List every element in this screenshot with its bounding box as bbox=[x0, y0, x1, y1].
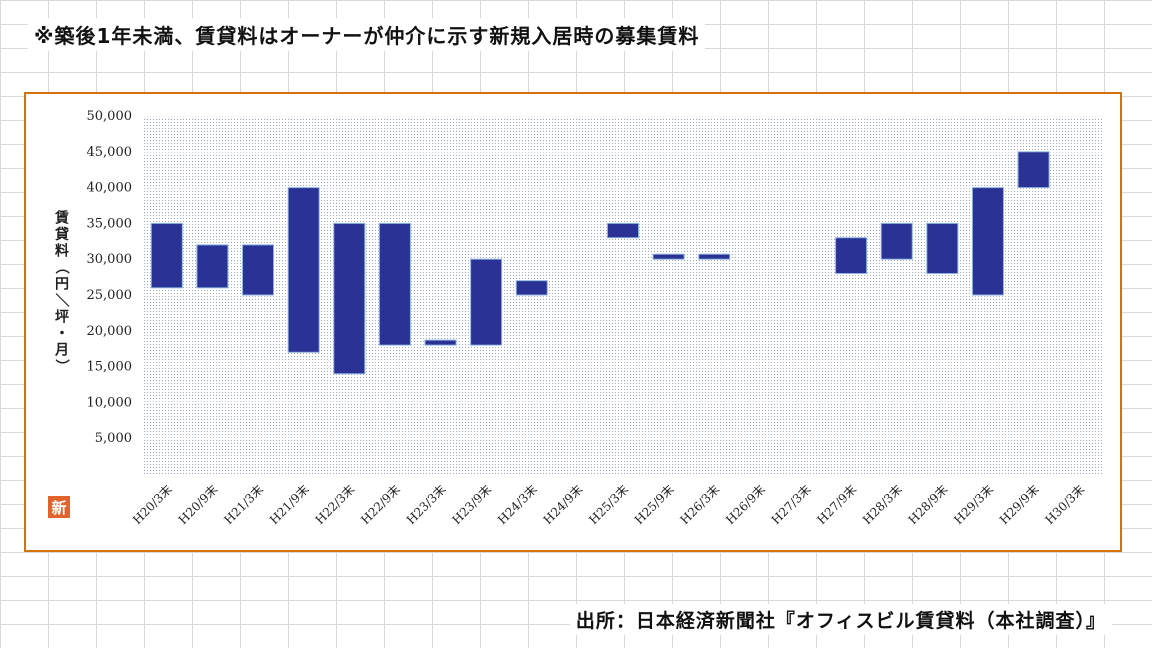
x-axis-ticks: H20/3末 H20/9末 H21/3末 H21/9末 H22/3末 H22/9末 H23/… bbox=[130, 482, 1087, 527]
y-axis-label-char: 料 bbox=[55, 243, 69, 260]
range-bar bbox=[424, 339, 457, 346]
chart-frame: 5,000 10,000 15,000 20,000 25,000 30,000 35,00… bbox=[24, 92, 1122, 552]
y-axis-label-char: ・ bbox=[55, 326, 69, 342]
y-tick-label: 45,000 bbox=[87, 145, 133, 160]
x-tick-label: H28/3末 bbox=[860, 482, 905, 527]
y-axis-ticks: 5,000 10,000 15,000 20,000 25,000 30,000 35,00… bbox=[87, 109, 133, 446]
x-tick-label: H26/9末 bbox=[723, 482, 768, 527]
x-tick-label: H26/3末 bbox=[678, 482, 723, 527]
range-bar bbox=[652, 253, 685, 260]
x-tick-label: H27/3末 bbox=[769, 482, 814, 527]
range-bar bbox=[515, 280, 548, 296]
range-bar bbox=[196, 244, 229, 289]
range-bar bbox=[470, 258, 503, 346]
range-bar bbox=[287, 187, 320, 353]
range-bar bbox=[971, 187, 1004, 296]
y-axis-label-char: ／ bbox=[53, 293, 69, 307]
rent-range-chart: 5,000 10,000 15,000 20,000 25,000 30,000 35,00… bbox=[53, 109, 1102, 527]
y-axis-label-char: （ bbox=[53, 260, 69, 274]
y-tick-label: 50,000 bbox=[87, 109, 133, 124]
source-credit: 出所：日本経済新聞社『オフィスビル賃貸料（本社調査）』 bbox=[569, 604, 1112, 635]
range-bar bbox=[698, 253, 731, 260]
x-tick-label: H29/3末 bbox=[951, 482, 996, 527]
nikkei-logo-icon: 新 bbox=[48, 496, 70, 518]
y-axis-label-char: 月 bbox=[54, 343, 69, 359]
x-tick-label: H23/3末 bbox=[404, 482, 449, 527]
range-bar bbox=[880, 222, 913, 260]
y-axis-label-char: 賃 bbox=[54, 210, 69, 227]
range-bar bbox=[926, 222, 959, 275]
x-tick-label: H21/9末 bbox=[267, 482, 312, 527]
y-tick-label: 20,000 bbox=[87, 324, 133, 339]
x-tick-label: H20/9末 bbox=[176, 482, 221, 527]
x-tick-label: H29/9末 bbox=[997, 482, 1042, 527]
y-axis-label: 賃貸料（ 円／ 坪・月） bbox=[53, 210, 69, 374]
y-tick-label: 25,000 bbox=[87, 288, 133, 303]
x-tick-label: H23/9末 bbox=[449, 482, 494, 527]
y-tick-label: 30,000 bbox=[87, 252, 133, 267]
x-tick-label: H22/3末 bbox=[313, 482, 358, 527]
y-tick-label: 5,000 bbox=[95, 431, 132, 446]
x-tick-label: H24/3末 bbox=[495, 482, 540, 527]
y-axis-label-char: 円 bbox=[55, 277, 69, 293]
range-bar bbox=[333, 222, 366, 375]
range-bar bbox=[242, 244, 275, 296]
x-tick-label: H25/9末 bbox=[632, 482, 677, 527]
x-tick-label: H27/9末 bbox=[814, 482, 859, 527]
range-bar bbox=[835, 237, 868, 275]
range-bars bbox=[150, 151, 1050, 375]
x-tick-label: H28/9末 bbox=[906, 482, 951, 527]
y-tick-label: 40,000 bbox=[87, 181, 133, 196]
range-bar bbox=[1017, 151, 1050, 189]
y-axis-label-char: 貸 bbox=[54, 226, 69, 243]
y-axis-label-char: 坪 bbox=[55, 310, 69, 326]
y-tick-label: 35,000 bbox=[87, 216, 133, 231]
range-bar bbox=[150, 222, 183, 289]
x-tick-label: H22/9末 bbox=[358, 482, 403, 527]
x-tick-label: H21/3末 bbox=[221, 482, 266, 527]
chart-note: ※築後1年未満、賃貸料はオーナーが仲介に示す新規入居時の募集賃料 bbox=[28, 18, 706, 51]
x-tick-label: H25/3末 bbox=[586, 482, 631, 527]
y-axis-label-char: ） bbox=[53, 359, 69, 373]
x-tick-label: H30/3末 bbox=[1042, 482, 1087, 527]
y-tick-label: 10,000 bbox=[87, 395, 133, 410]
y-tick-label: 15,000 bbox=[87, 360, 133, 375]
range-bar bbox=[378, 222, 411, 346]
x-tick-label: H24/9末 bbox=[541, 482, 586, 527]
x-tick-label: H20/3末 bbox=[130, 482, 175, 527]
range-bar bbox=[606, 222, 640, 239]
